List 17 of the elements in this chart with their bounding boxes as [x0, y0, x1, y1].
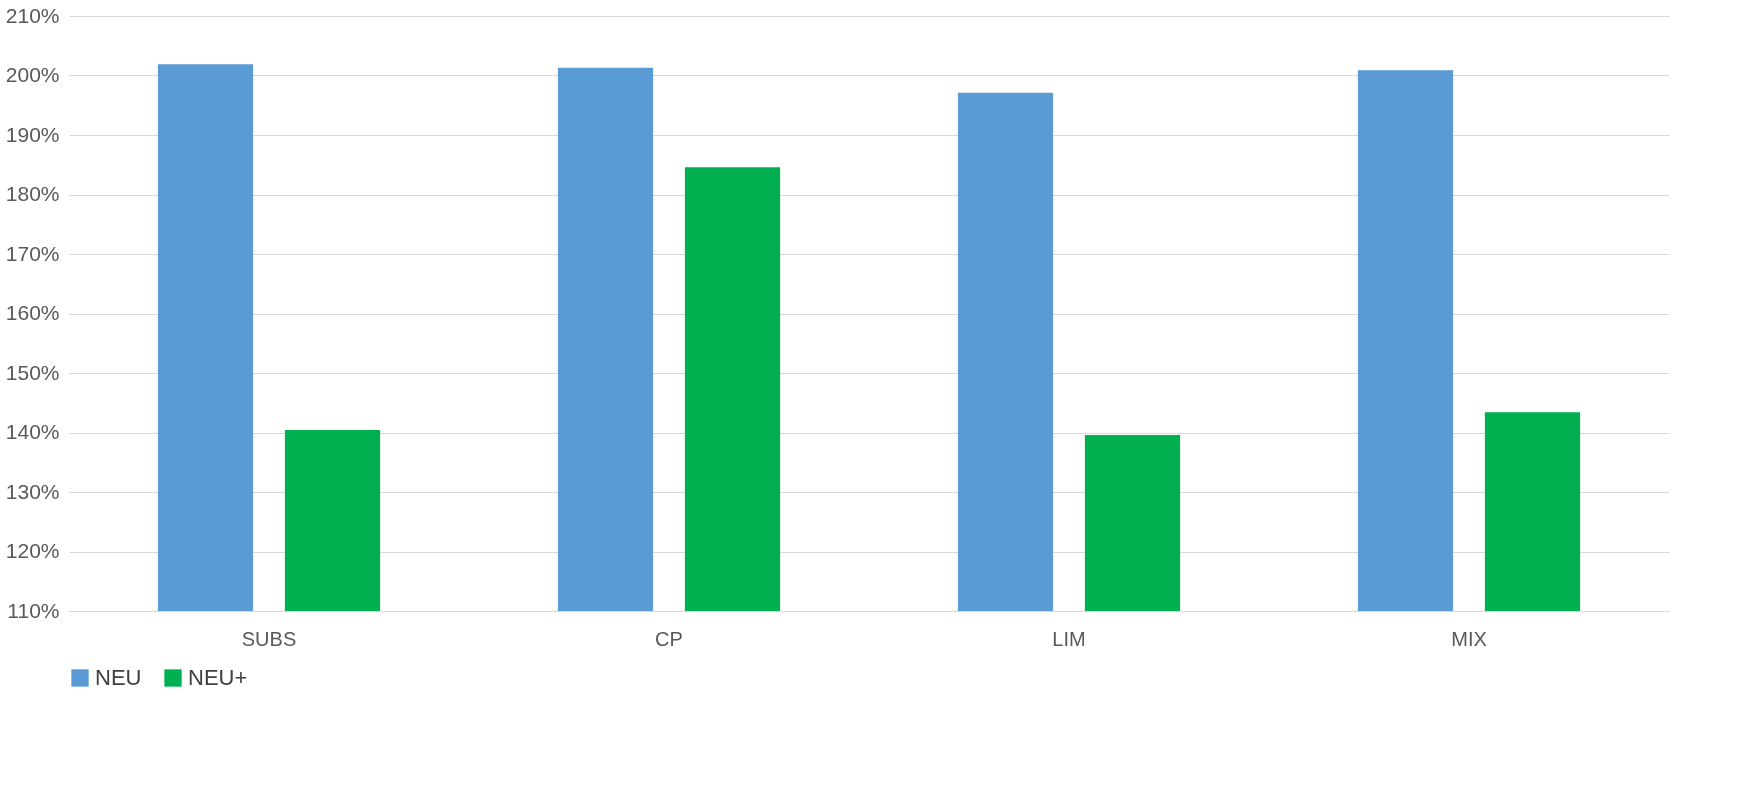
y-tick-label: 110%	[7, 598, 60, 622]
legend-label: NEU	[95, 665, 142, 690]
x-tick-label: CP	[655, 627, 683, 650]
y-tick-label: 200%	[5, 63, 60, 86]
legend-label: NEU+	[188, 665, 248, 690]
y-tick-label: 150%	[5, 360, 60, 384]
x-tick-label: SUBS	[241, 627, 297, 650]
y-tick-label: 210%	[5, 3, 60, 27]
y-tick-label: 130%	[5, 479, 60, 503]
y-tick-label: 170%	[5, 241, 60, 265]
x-tick-label: LIM	[1052, 627, 1086, 650]
x-tick-label: MIX	[1451, 627, 1487, 650]
y-tick-label: 140%	[5, 420, 60, 443]
y-tick-label: 120%	[5, 539, 60, 562]
y-tick-label: 190%	[5, 122, 60, 146]
y-tick-label: 180%	[5, 182, 60, 205]
y-tick-label: 160%	[5, 301, 60, 324]
